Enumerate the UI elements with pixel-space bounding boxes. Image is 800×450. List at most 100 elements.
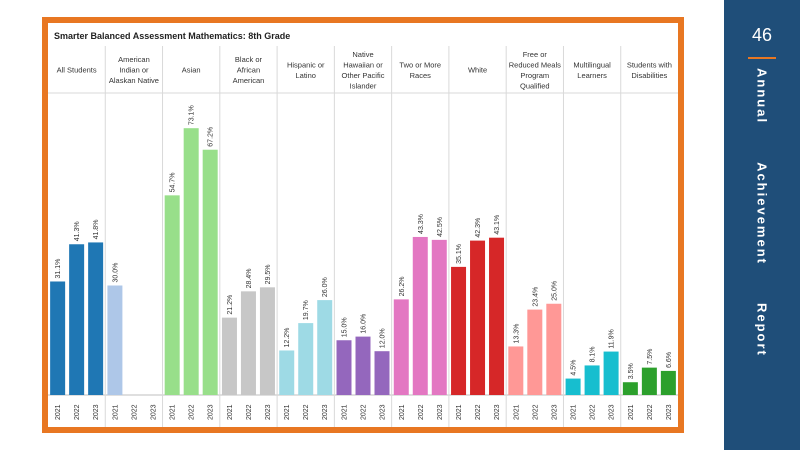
data-label: 41.8% bbox=[93, 220, 100, 240]
data-label: 26.2% bbox=[399, 277, 406, 297]
data-label: 42.5% bbox=[437, 217, 444, 237]
data-label: 13.3% bbox=[513, 324, 520, 344]
x-tick-label: 2022 bbox=[303, 404, 310, 420]
report-title: Annual Achievement Report bbox=[755, 68, 770, 357]
bar bbox=[660, 370, 676, 395]
data-label: 12.2% bbox=[284, 328, 291, 348]
bar bbox=[508, 346, 524, 395]
bar bbox=[202, 149, 218, 395]
data-label: 73.1% bbox=[189, 105, 196, 125]
report-title-word-annual: Annual bbox=[754, 68, 770, 125]
x-tick-label: 2023 bbox=[265, 404, 272, 420]
bar bbox=[412, 236, 428, 395]
x-tick-label: 2021 bbox=[399, 404, 406, 420]
data-label: 43.3% bbox=[418, 214, 425, 234]
group-header-label: Two or More Races bbox=[399, 60, 441, 80]
bar bbox=[221, 317, 237, 395]
x-tick-label: 2021 bbox=[55, 404, 62, 420]
bar bbox=[451, 266, 467, 395]
bar bbox=[336, 340, 352, 395]
data-label: 54.7% bbox=[170, 172, 177, 192]
bar bbox=[603, 351, 619, 395]
bar bbox=[107, 285, 123, 395]
data-label: 15.0% bbox=[342, 317, 349, 337]
data-label: 16.0% bbox=[361, 314, 368, 334]
x-tick-label: 2022 bbox=[74, 404, 81, 420]
x-tick-label: 2023 bbox=[666, 404, 673, 420]
x-tick-label: 2021 bbox=[170, 404, 177, 420]
x-tick-label: 2022 bbox=[590, 404, 597, 420]
data-label: 31.1% bbox=[55, 259, 62, 279]
data-label: 8.1% bbox=[590, 346, 597, 362]
bar-chart: All Students 31.1% 2021 41.3% 2022 41.8% 2023 A… bbox=[48, 46, 678, 427]
x-tick-label: 2023 bbox=[551, 404, 558, 420]
sidebar: 46 Annual Achievement Report bbox=[724, 0, 800, 450]
bar bbox=[622, 382, 638, 395]
x-tick-label: 2021 bbox=[513, 404, 520, 420]
data-label: 26.0% bbox=[322, 277, 329, 297]
group-header-label: Free or Reduced Meals Program Qualified bbox=[509, 50, 561, 91]
data-label: 3.5% bbox=[628, 363, 635, 379]
page-number: 46 bbox=[751, 25, 773, 45]
data-label: 6.6% bbox=[666, 352, 673, 368]
x-tick-label: 2022 bbox=[647, 404, 654, 420]
group-header-label: All Students bbox=[57, 66, 97, 75]
group-header-label: Students with Disabilities bbox=[627, 60, 672, 80]
data-label: 30.0% bbox=[112, 263, 119, 283]
bar bbox=[393, 299, 409, 395]
report-title-word-achievement: Achievement bbox=[754, 162, 770, 265]
x-tick-label: 2022 bbox=[532, 404, 539, 420]
x-tick-label: 2023 bbox=[494, 404, 501, 420]
data-label: 4.5% bbox=[571, 360, 578, 376]
x-tick-label: 2021 bbox=[284, 404, 291, 420]
chart-card: Smarter Balanced Assessment Mathematics:… bbox=[48, 23, 678, 427]
data-label: 23.4% bbox=[532, 287, 539, 307]
bar bbox=[470, 240, 486, 395]
x-tick-label: 2022 bbox=[475, 404, 482, 420]
bar bbox=[641, 367, 657, 395]
report-title-word-report: Report bbox=[754, 302, 770, 357]
x-tick-label: 2021 bbox=[628, 404, 635, 420]
data-label: 28.4% bbox=[246, 268, 253, 288]
bar bbox=[317, 300, 333, 395]
x-tick-label: 2022 bbox=[189, 404, 196, 420]
group-header-label: White bbox=[468, 66, 487, 75]
bar bbox=[279, 350, 295, 395]
bar bbox=[164, 195, 180, 395]
bar bbox=[489, 237, 505, 395]
x-tick-label: 2021 bbox=[571, 404, 578, 420]
accent-divider bbox=[748, 57, 776, 59]
x-tick-label: 2023 bbox=[93, 404, 100, 420]
data-label: 25.0% bbox=[551, 281, 558, 301]
bar bbox=[88, 242, 104, 395]
x-tick-label: 2023 bbox=[380, 404, 387, 420]
x-tick-label: 2023 bbox=[609, 404, 616, 420]
group-header-label: Hispanic or Latino bbox=[287, 60, 325, 80]
x-tick-label: 2023 bbox=[150, 404, 157, 420]
bar bbox=[69, 244, 85, 395]
bar bbox=[183, 128, 199, 395]
group-header-label: Multilingual Learners bbox=[573, 60, 611, 80]
data-label: 7.5% bbox=[647, 349, 654, 365]
x-tick-label: 2023 bbox=[322, 404, 329, 420]
bar bbox=[240, 291, 256, 395]
data-label: 67.2% bbox=[208, 127, 215, 147]
data-label: 41.3% bbox=[74, 221, 81, 241]
x-tick-label: 2022 bbox=[361, 404, 368, 420]
group-header-label: Asian bbox=[182, 66, 201, 75]
x-tick-label: 2022 bbox=[131, 404, 138, 420]
bar bbox=[546, 303, 562, 395]
data-label: 19.7% bbox=[303, 300, 310, 320]
data-label: 29.5% bbox=[265, 264, 272, 284]
bar bbox=[431, 239, 447, 395]
bar bbox=[298, 323, 314, 395]
x-tick-label: 2023 bbox=[208, 404, 215, 420]
bar bbox=[584, 365, 600, 395]
group-header-label: Black or African American bbox=[233, 55, 265, 85]
x-tick-label: 2021 bbox=[112, 404, 119, 420]
data-label: 35.1% bbox=[456, 244, 463, 264]
group-header-label: Native Hawaiian or Other Pacific Islander bbox=[342, 50, 385, 91]
bar bbox=[374, 351, 390, 395]
data-label: 21.2% bbox=[227, 295, 234, 315]
data-label: 43.1% bbox=[494, 215, 501, 235]
